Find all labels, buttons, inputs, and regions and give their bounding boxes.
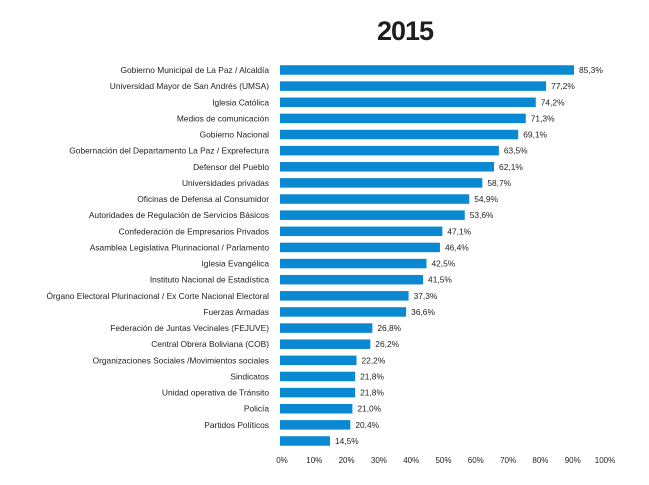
category-label: Gobierno Nacional [200, 130, 270, 140]
value-label: 20,4% [355, 420, 379, 430]
x-tick-label: 40% [403, 456, 419, 465]
bar [280, 436, 330, 446]
category-label: Universidades privadas [182, 178, 269, 188]
bar [280, 258, 427, 269]
value-label: 63,5% [504, 146, 528, 156]
value-label: 36,6% [411, 307, 435, 317]
value-label: 58,7% [487, 178, 511, 188]
bar [280, 339, 371, 349]
bar [280, 371, 356, 382]
value-label: 26,8% [377, 323, 401, 333]
value-label: 41,5% [428, 275, 452, 285]
bar [280, 274, 424, 285]
x-tick-label: 50% [435, 456, 451, 465]
x-tick-label: 30% [371, 456, 387, 465]
x-tick-label: 0% [276, 456, 288, 465]
bar [280, 307, 407, 317]
bar [280, 113, 526, 124]
category-label: Organizaciones Sociales /Movimientos soc… [93, 355, 269, 365]
chart-title: 2015 [377, 16, 434, 46]
x-axis-ticks: 0% 10% 20% 30% 40% 50% 60% 70% 80% 90% 100% [276, 456, 615, 465]
value-label: 74,2% [541, 97, 565, 107]
category-label: Unidad operativa de Tránsito [162, 388, 269, 398]
bar [280, 81, 547, 91]
bar [280, 194, 470, 204]
x-tick-label: 20% [339, 456, 355, 465]
value-label: 77,2% [551, 81, 575, 91]
bar [280, 242, 440, 253]
x-tick-label: 100% [595, 456, 615, 465]
value-label: 47,1% [447, 226, 471, 236]
bar [280, 291, 409, 301]
value-label: 85,3% [579, 65, 603, 75]
category-label: Medios de comunicación [177, 113, 270, 123]
x-tick-label: 80% [532, 456, 548, 465]
value-label: 46,4% [445, 242, 469, 252]
bar [280, 65, 575, 75]
bar [280, 162, 495, 172]
category-label: Autoridades de Regulación de Servicios B… [89, 210, 269, 220]
category-label: Iglesia Católica [212, 97, 269, 107]
bar [280, 226, 443, 237]
category-label: Central Obrera Boliviana (COB) [151, 339, 269, 349]
bar [280, 145, 499, 156]
bar [280, 387, 356, 398]
category-label: Iglesia Evangélica [201, 259, 269, 269]
category-label: Fuerzas Armadas [203, 307, 269, 317]
value-label: 22,2% [362, 355, 386, 365]
value-label: 21,8% [360, 371, 384, 381]
category-label: Confederación de Empresarios Privados [119, 226, 269, 236]
category-label: Sindicatos [230, 371, 269, 381]
value-label: 14,5% [335, 436, 359, 446]
value-labels: 85,3% 77,2% 74,2% 71,3% 69,1% 63,5% 62,1% 58,7%… [335, 65, 603, 446]
value-label: 42,5% [431, 259, 455, 269]
bar [280, 210, 465, 220]
value-label: 37,3% [414, 291, 438, 301]
category-label: Defensor del Pueblo [193, 162, 269, 172]
bar [280, 420, 351, 430]
value-label: 69,1% [523, 130, 547, 140]
value-label: 21,0% [357, 404, 381, 414]
bar [280, 323, 373, 333]
category-label: Asamblea Legislativa Plurinacional / Par… [90, 242, 270, 252]
x-tick-label: 70% [500, 456, 516, 465]
value-label: 71,3% [531, 113, 555, 123]
x-tick-label: 90% [565, 456, 581, 465]
bars [280, 65, 575, 446]
bar [280, 97, 536, 108]
bar [280, 129, 519, 140]
value-label: 53,6% [470, 210, 494, 220]
value-label: 21,8% [360, 388, 384, 398]
category-label: Gobierno Municipal de La Paz / Alcaldía [120, 65, 269, 75]
category-labels: Gobierno Municipal de La Paz / Alcaldía U… [46, 65, 269, 430]
category-label: Oficinas de Defensa al Consumidor [137, 194, 269, 204]
bar [280, 355, 357, 366]
bar [280, 178, 483, 188]
category-label: Policía [244, 404, 269, 414]
value-label: 62,1% [499, 162, 523, 172]
category-label: Gobernación del Departamento La Paz / Ex… [69, 146, 269, 156]
category-label: Partidos Políticos [204, 420, 269, 430]
category-label: Instituto Nacional de Estadística [150, 275, 270, 285]
category-label: Federación de Juntas Vecinales (FEJUVE) [110, 323, 269, 333]
category-label: Órgano Electoral Plurinacional / Ex Cort… [46, 291, 269, 301]
value-label: 26,2% [375, 339, 399, 349]
category-label: Universidad Mayor de San Andrés (UMSA) [110, 81, 269, 91]
x-tick-label: 10% [306, 456, 322, 465]
value-label: 54,9% [474, 194, 498, 204]
x-tick-label: 60% [468, 456, 484, 465]
bar [280, 403, 353, 414]
